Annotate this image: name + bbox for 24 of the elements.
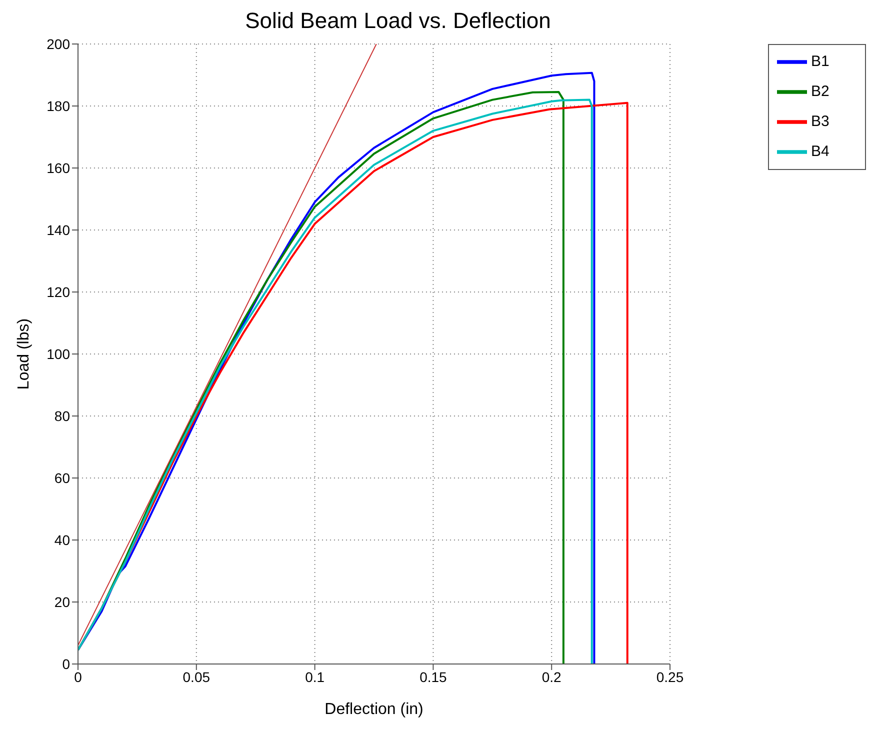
x-tick-label: 0.05	[182, 668, 210, 685]
x-axis-title: Deflection (in)	[324, 701, 424, 718]
y-tick-label: 20	[54, 594, 70, 610]
x-tick-label: 0	[74, 668, 82, 685]
y-tick-label: 140	[46, 222, 70, 238]
x-tick-label: 0.1	[305, 668, 325, 685]
legend-label: B4	[811, 142, 830, 160]
y-tick-label: 80	[54, 408, 70, 424]
y-tick-label: 180	[46, 98, 70, 114]
y-tick-label: 160	[46, 160, 70, 176]
y-tick-label: 100	[46, 346, 70, 362]
y-tick-label: 60	[54, 470, 70, 486]
legend-label: B3	[811, 112, 830, 130]
y-tick-label: 40	[54, 532, 70, 548]
y-tick-label: 0	[62, 656, 70, 672]
x-tick-label: 0.15	[420, 668, 448, 685]
legend-label: B1	[811, 52, 830, 70]
y-tick-label: 200	[46, 36, 70, 52]
chart-title: Solid Beam Load vs. Deflection	[244, 8, 552, 34]
legend-label: B2	[811, 82, 830, 100]
x-tick-label: 0.2	[542, 668, 562, 685]
x-tick-label: 0.25	[656, 668, 684, 685]
y-tick-label: 120	[46, 284, 70, 300]
y-axis-title: Load (lbs)	[16, 318, 33, 390]
